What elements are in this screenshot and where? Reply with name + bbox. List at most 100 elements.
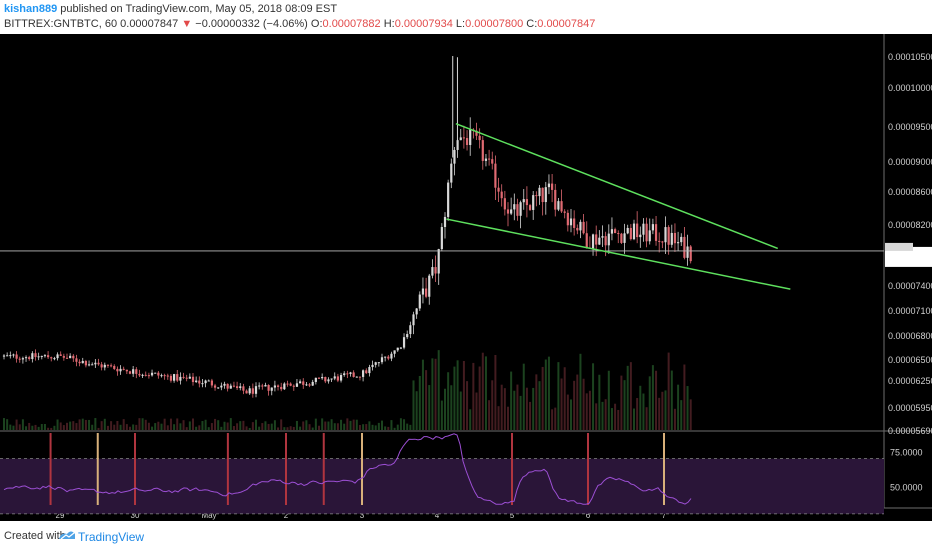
volume-bar [324, 421, 327, 430]
candle-body [346, 373, 349, 375]
volume-bar [444, 388, 446, 430]
candle-body [295, 383, 299, 387]
volume-bar [6, 419, 9, 430]
volume-bar [387, 426, 390, 430]
volume-bar [510, 371, 513, 430]
candle-body [491, 159, 494, 164]
candle-body [469, 129, 472, 145]
volume-bar [40, 424, 43, 430]
open-key: O: [310, 18, 323, 30]
candle-body [273, 385, 276, 388]
candle-body [69, 355, 72, 359]
candle-body [314, 377, 317, 382]
candle-body [144, 374, 147, 376]
volume-bar [163, 418, 166, 430]
volume-bar [270, 423, 273, 430]
volume-bar [144, 419, 147, 430]
candle-body [573, 218, 576, 228]
volume-bar [481, 352, 484, 430]
candle-body [217, 387, 220, 389]
candle-body [210, 380, 213, 386]
author-link[interactable]: kishan889 [4, 3, 58, 15]
volume-bar [59, 422, 62, 430]
volume-bar [50, 427, 53, 430]
volume-bar [129, 426, 131, 430]
candle-body [456, 140, 459, 150]
volume-bar [592, 363, 595, 430]
candle-body [198, 380, 201, 384]
volume-bar [314, 418, 317, 430]
candle-body [620, 233, 623, 243]
volume-bar [645, 407, 648, 430]
volume-bar [352, 419, 355, 430]
volume-bar [236, 423, 239, 430]
volume-bar [642, 393, 645, 430]
candle-body [488, 158, 491, 160]
candle-body [289, 383, 292, 386]
volume-bar [677, 384, 680, 430]
candle-body [661, 241, 664, 243]
candle-body [97, 362, 100, 365]
candle-body [308, 384, 311, 386]
candle-body [333, 376, 336, 379]
volume-bar [560, 378, 563, 430]
volume-bar [264, 421, 267, 430]
volume-bar [176, 418, 179, 430]
candle-body [377, 362, 380, 364]
tradingview-brand[interactable]: TradingView [78, 530, 145, 544]
volume-bar [497, 406, 500, 430]
volume-bar [207, 427, 210, 430]
volume-bar [551, 409, 554, 430]
candle-body [412, 314, 415, 326]
last-price-tag [885, 242, 913, 251]
volume-bar [286, 427, 289, 430]
volume-bar [683, 364, 686, 430]
time-tick-label: 5 [510, 511, 515, 520]
candle-body [425, 288, 428, 297]
price-tick-label: 0.00006250 [888, 376, 932, 386]
candle-body [220, 385, 223, 388]
candle-body [402, 337, 406, 348]
volume-bar [437, 350, 440, 430]
volume-bar [588, 390, 591, 430]
candle-body [339, 375, 343, 381]
volume-bar [525, 387, 528, 430]
volume-bar [629, 362, 632, 430]
volume-bar [396, 424, 399, 430]
volume-bar [614, 403, 617, 430]
time-tick-label: 2 [284, 511, 289, 520]
volume-bar [412, 380, 415, 430]
volume-bar [138, 418, 141, 430]
candle-body [87, 364, 91, 366]
volume-bar [154, 423, 157, 430]
volume-bar [585, 393, 588, 430]
candle-body [475, 130, 478, 136]
candle-body [598, 237, 601, 245]
volume-bar [210, 423, 213, 430]
candle-body [264, 384, 267, 387]
volume-bar [34, 424, 37, 430]
volume-bar [491, 380, 494, 430]
volume-bar [601, 401, 604, 430]
volume-bar [503, 388, 506, 430]
candle-body [639, 234, 642, 238]
candle-body [680, 236, 683, 243]
volume-bar [459, 391, 462, 430]
candle-body [330, 378, 333, 380]
volume-bar [340, 419, 343, 430]
time-tick-label: 7 [662, 511, 667, 520]
volume-bar [538, 381, 541, 430]
change-text: −0.00000332 (−4.06%) [195, 18, 308, 30]
volume-bar [106, 425, 109, 430]
volume-bar [610, 408, 613, 430]
candle-body [185, 377, 188, 379]
candle-body [34, 353, 37, 358]
volume-bar [529, 401, 532, 430]
volume-bar [273, 420, 276, 430]
volume-bar [166, 425, 169, 430]
chart-area[interactable]: 0.00010500 0.00010000 0.00009500 0.00009000… [0, 34, 932, 521]
volume-bar [110, 421, 113, 430]
candle-body [141, 374, 144, 376]
candle-body [387, 356, 390, 359]
candle-body [122, 368, 125, 370]
